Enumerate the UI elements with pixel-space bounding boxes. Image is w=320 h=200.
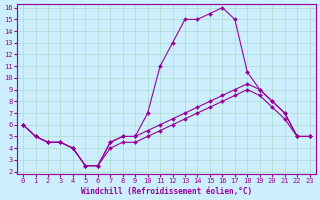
X-axis label: Windchill (Refroidissement éolien,°C): Windchill (Refroidissement éolien,°C)	[81, 187, 252, 196]
